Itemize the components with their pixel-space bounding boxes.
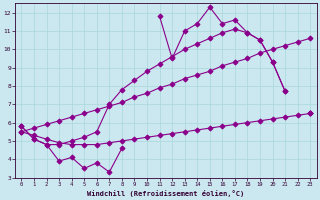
X-axis label: Windchill (Refroidissement éolien,°C): Windchill (Refroidissement éolien,°C) xyxy=(87,190,244,197)
